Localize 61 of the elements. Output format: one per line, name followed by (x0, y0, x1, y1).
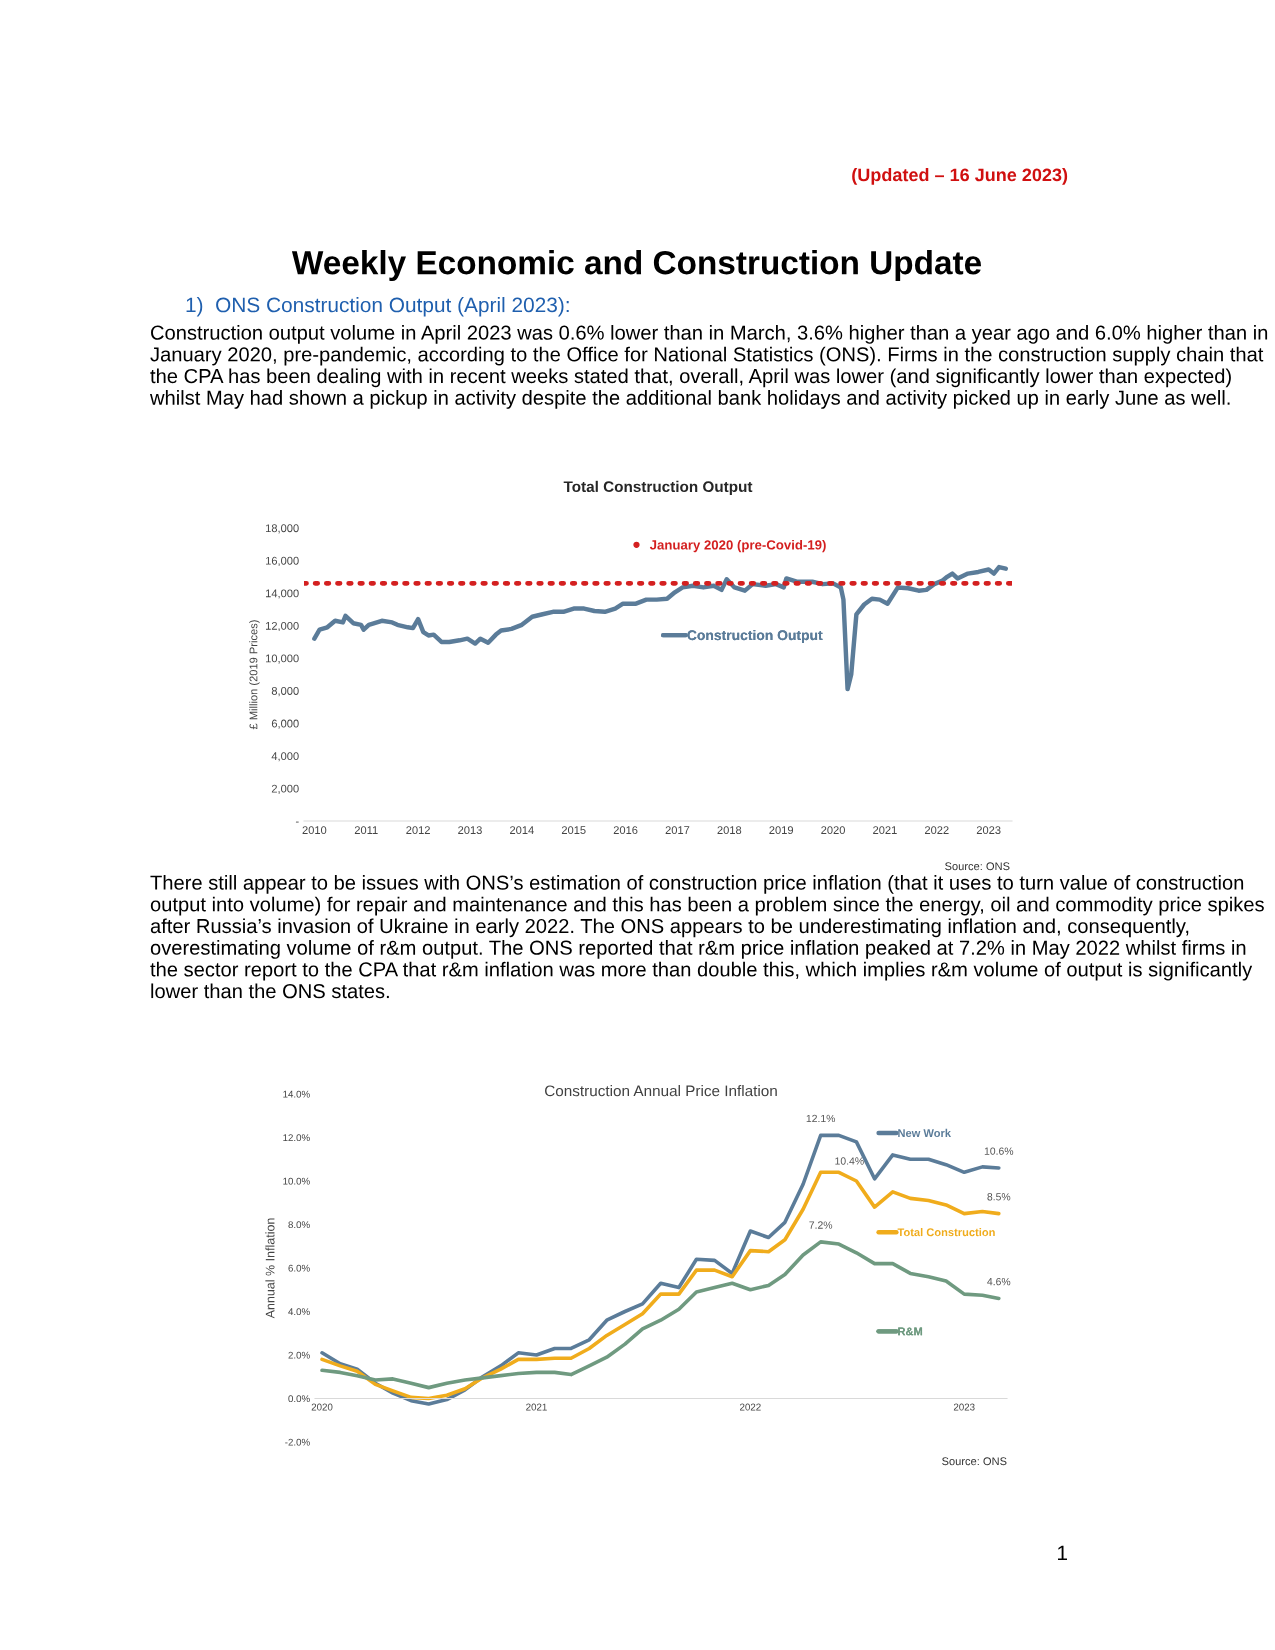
annotation: 8.5% (987, 1193, 1011, 1201)
x-tick-label: 2010 (302, 826, 327, 835)
chart-title: Total Construction Output (563, 480, 753, 496)
x-tick-label: 2022 (740, 1403, 761, 1411)
legend-label: New Work (898, 1128, 952, 1137)
annotation: 10.6% (984, 1147, 1014, 1155)
x-tick-label: 2013 (458, 826, 482, 835)
x-tick-label: 2021 (526, 1403, 547, 1411)
y-tick-label: 0.0% (288, 1395, 310, 1403)
x-tick-label: 2012 (406, 826, 430, 835)
y-tick-label: 14,000 (266, 589, 299, 599)
x-tick-label: 2017 (665, 826, 690, 835)
text: 1) ONS Construction Output (April 2023): (186, 297, 569, 317)
y-tick-label: -2.0% (285, 1438, 310, 1446)
y-tick-label: 10,000 (266, 654, 299, 664)
legend-label: January 2020 (pre-Covid-19) (649, 539, 826, 553)
chart-title: Construction Annual Price Inflation (545, 1085, 777, 1097)
source-note: Source: ONS (945, 862, 1010, 871)
annotation: 7.2% (809, 1221, 833, 1229)
y-tick-label: 6.0% (288, 1264, 310, 1272)
y-tick-label: 12,000 (266, 621, 299, 632)
y-tick-label: 12.0% (283, 1134, 310, 1142)
y-tick-label: 8,000 (271, 687, 299, 697)
x-tick-label: 2023 (976, 826, 1001, 835)
annotation: 4.6% (987, 1277, 1011, 1286)
legend-label: R&M (898, 1327, 923, 1336)
y-tick-label: 10.0% (283, 1177, 310, 1185)
annotation: 12.1% (806, 1114, 836, 1123)
y-tick-label: 2.0% (288, 1351, 310, 1359)
x-tick-label: 2016 (613, 826, 638, 835)
x-tick-label: 2020 (311, 1403, 333, 1411)
x-tick-label: 2023 (953, 1403, 975, 1411)
annotation: 10.4% (835, 1157, 864, 1165)
y-tick-label: 18,000 (266, 524, 299, 534)
text: (Updated – 16 June 2023) (852, 168, 1068, 185)
y-axis-title: £ Million (2019 Prices) (249, 620, 260, 730)
legend-label: Construction Output (687, 629, 823, 643)
y-tick-label: - (295, 821, 299, 823)
line-series (312, 564, 1008, 692)
x-tick-label: 2019 (769, 826, 794, 835)
x-tick-label: 2018 (717, 826, 742, 835)
y-tick-label: 6,000 (271, 719, 299, 729)
x-tick-label: 2020 (821, 826, 845, 835)
x-tick-label: 2021 (873, 826, 897, 835)
x-tick-label: 2015 (561, 826, 586, 835)
x-tick-label: 2014 (510, 826, 534, 835)
y-tick-label: 8.0% (288, 1221, 310, 1229)
text: Weekly Economic and Construction Update (291, 250, 982, 282)
source-note: Source: ONS (942, 1457, 1007, 1466)
x-tick-label: 2011 (354, 826, 378, 835)
x-tick-label: 2022 (924, 826, 949, 835)
y-tick-label: 4,000 (271, 752, 299, 762)
y-tick-label: 16,000 (266, 556, 299, 566)
y-tick-label: 14.0% (283, 1090, 310, 1098)
legend-label: Total Construction (897, 1228, 995, 1237)
y-tick-label: 2,000 (271, 784, 299, 794)
text: 1 (1058, 1545, 1067, 1561)
y-axis-title: Annual % Inflation (265, 1218, 275, 1319)
text: Construction output volume in April 2023 was 0.6% lower than in March, 3.6% higher than a year ago and 6.0% higher than in January 2020, pre-pandemic, according to the Office for National Statistics (ONS). Firms in the construction supply chain that the CPA has been dealing with in recent weeks stated that, overall, April was lower (and significantly lower than expected) whilst May had shown a pickup in activity despite the additional bank holidays and activity picked up in early June as well. (149, 325, 1268, 409)
text: There still appear to be issues with ONS’s estimation of construction price inflation (that it uses to turn value of construction output into volume) for repair and maintenance and this has been a problem since the energy, oil and commodity price spikes after Russia’s invasion of Ukraine in early 2022. The ONS appears to be underestimating inflation and, consequently, overestimating volume of r&m output. The ONS reported that r&m price inflation peaked at 7.2% in May 2022 whilst firms in the sector report to the CPA that r&m inflation was more than double this, which implies r&m volume of output is significantly lower than the ONS states. (150, 875, 1264, 999)
y-tick-label: 4.0% (288, 1308, 310, 1316)
